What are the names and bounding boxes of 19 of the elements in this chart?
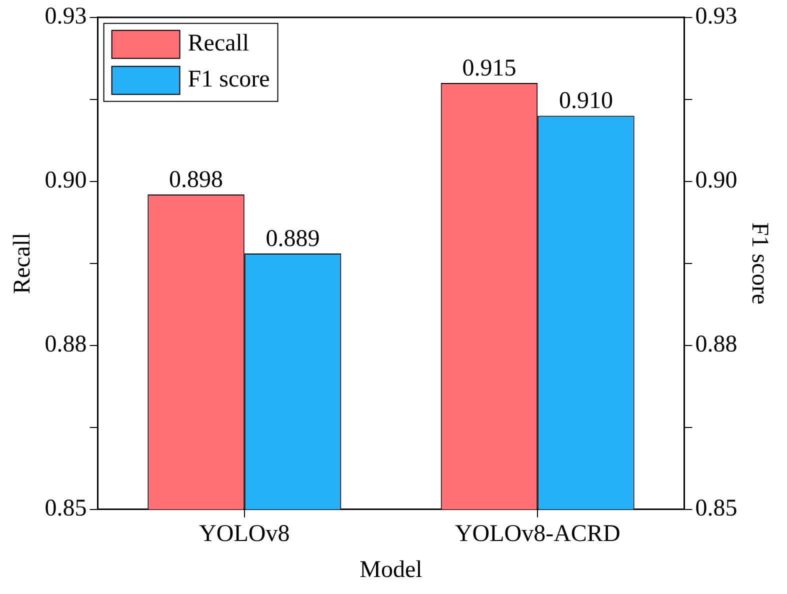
- data-label: 0.889: [266, 226, 320, 252]
- y-tick-label: 0.88: [44, 332, 87, 358]
- y-tick-label: 0.85: [44, 496, 87, 522]
- y2-tick-label: 0.88: [695, 332, 738, 358]
- x-tick-label: YOLOv8: [199, 521, 290, 548]
- y2-tick-label: 0.90: [695, 168, 738, 194]
- y2-tick-label: 0.85: [695, 496, 738, 522]
- legend-label: F1 score: [188, 66, 270, 93]
- y-tick-label: 0.90: [44, 168, 87, 194]
- y2-tick-label: 0.93: [695, 4, 738, 30]
- legend-label: Recall: [188, 30, 250, 57]
- x-axis-title: Model: [360, 556, 423, 583]
- y2-axis-title: F1 score: [746, 222, 772, 304]
- y-axis-title: Recall: [10, 232, 36, 294]
- x-tick-label: YOLOv8-ACRD: [454, 521, 620, 548]
- y-tick-label: 0.93: [44, 4, 87, 30]
- data-label: 0.915: [462, 55, 516, 82]
- data-label: 0.910: [558, 88, 613, 114]
- data-label: 0.898: [169, 166, 224, 193]
